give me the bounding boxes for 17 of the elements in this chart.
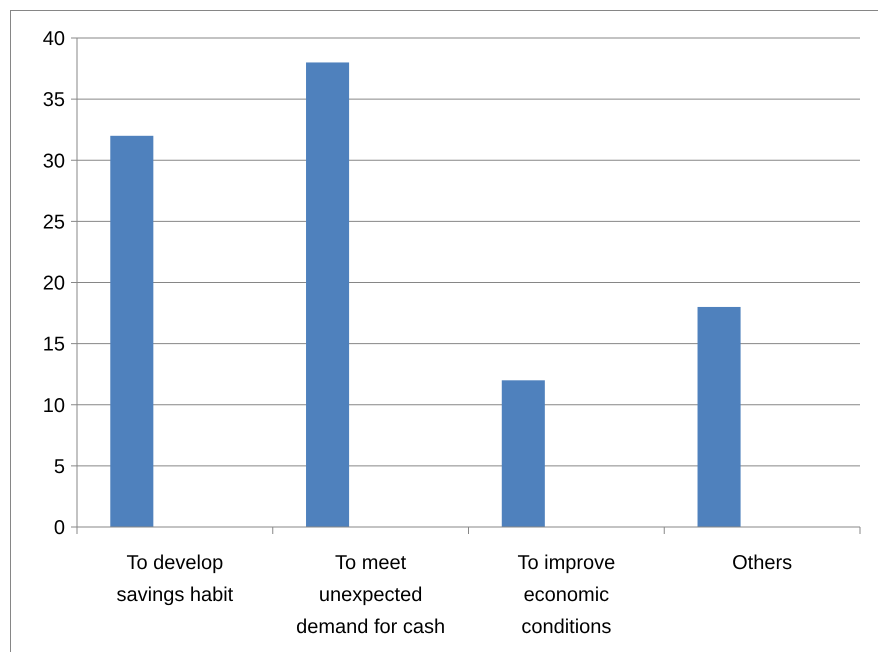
y-tick-label: 35 bbox=[42, 89, 65, 112]
y-tick-label: 0 bbox=[54, 517, 65, 539]
y-tick-label: 10 bbox=[42, 394, 65, 417]
bar bbox=[502, 380, 545, 527]
y-tick-label: 20 bbox=[42, 272, 65, 294]
bar bbox=[110, 136, 154, 527]
bar bbox=[698, 306, 741, 527]
y-tick-label: 40 bbox=[42, 28, 65, 50]
bar bbox=[306, 62, 350, 527]
y-tick-label: 30 bbox=[42, 150, 65, 172]
x-tick-label: To improve economic conditions bbox=[517, 552, 616, 638]
y-tick-label: 5 bbox=[54, 456, 65, 478]
x-tick-label: To meet unexpected demand for cash bbox=[296, 552, 446, 638]
x-tick-label: Others bbox=[732, 552, 792, 574]
x-tick-label: To develop savings habit bbox=[116, 552, 234, 606]
y-tick-label: 15 bbox=[42, 334, 65, 356]
y-tick-label: 25 bbox=[42, 211, 65, 234]
